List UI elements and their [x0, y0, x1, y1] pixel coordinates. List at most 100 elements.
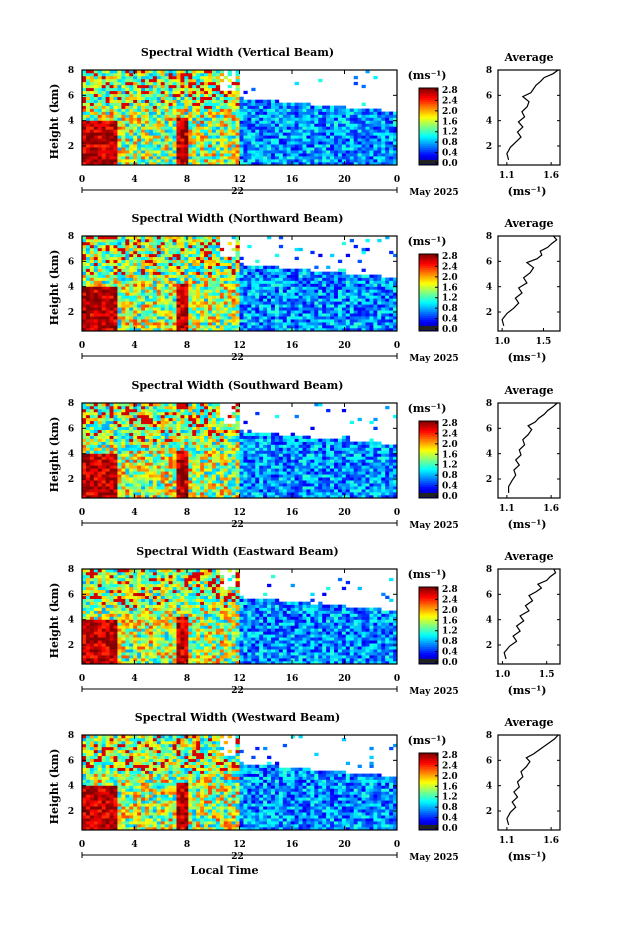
- heatmap-cell: [294, 313, 299, 317]
- heatmap-cell: [334, 292, 339, 296]
- heatmap-cell: [219, 256, 225, 261]
- heatmap-cell: [326, 132, 331, 136]
- heatmap-cell: [255, 289, 260, 293]
- heatmap-cell: [337, 111, 343, 115]
- heatmap-cell: [101, 459, 106, 463]
- heatmap-cell: [211, 150, 217, 154]
- heatmap-cell: [152, 96, 158, 100]
- heatmap-cell: [215, 265, 221, 269]
- heatmap-cell: [200, 93, 205, 98]
- heatmap-cell: [251, 144, 256, 148]
- heatmap-cell: [145, 468, 150, 472]
- heatmap-cell: [345, 280, 351, 284]
- heatmap-cell: [152, 111, 158, 115]
- heatmap-cell: [211, 96, 217, 100]
- heatmap-cell: [133, 120, 138, 124]
- heatmap-cell: [211, 274, 217, 278]
- heatmap-cell: [172, 78, 177, 83]
- heatmap-cell: [89, 459, 95, 463]
- heatmap-cell: [105, 132, 110, 136]
- heatmap-cell: [334, 138, 339, 142]
- heatmap-cell: [247, 292, 252, 296]
- heatmap-cell: [381, 138, 386, 142]
- heatmap-cell: [109, 295, 114, 299]
- heatmap-cell: [247, 286, 252, 290]
- heatmap-cell: [105, 495, 110, 499]
- heatmap-cell: [105, 265, 110, 269]
- heatmap-cell: [274, 310, 280, 314]
- heatmap-cell: [121, 480, 126, 484]
- heatmap-cell: [184, 111, 189, 115]
- heatmap-cell: [337, 286, 343, 290]
- heatmap-cell: [369, 310, 374, 314]
- heatmap-cell: [109, 247, 114, 252]
- heatmap-cell: [176, 322, 181, 326]
- heatmap-cell: [223, 117, 228, 121]
- heatmap-cell: [369, 150, 374, 154]
- heatmap-cell: [133, 489, 138, 493]
- heatmap-cell: [377, 274, 382, 278]
- heatmap-cell: [227, 268, 232, 272]
- heatmap-cell: [101, 289, 106, 293]
- heatmap-cell: [176, 129, 181, 133]
- heatmap-cell: [145, 147, 150, 151]
- heatmap-cell: [125, 120, 130, 124]
- heatmap-cell: [204, 132, 209, 136]
- heatmap-cell: [211, 301, 217, 305]
- heatmap-cell: [133, 426, 138, 431]
- heatmap-cell: [137, 492, 142, 496]
- heatmap-cell: [105, 256, 110, 261]
- heatmap-cell: [326, 111, 331, 115]
- heatmap-cell: [231, 90, 236, 95]
- heatmap-cell: [215, 159, 221, 163]
- heatmap-cell: [97, 84, 102, 89]
- heatmap-cell: [267, 325, 272, 329]
- heatmap-cell: [231, 141, 236, 145]
- heatmap-cell: [298, 108, 303, 112]
- heatmap-cell: [160, 316, 165, 320]
- heatmap-cell: [255, 280, 260, 284]
- heatmap-cell: [113, 468, 118, 472]
- heatmap-cell: [267, 286, 272, 290]
- heatmap-cell: [172, 301, 177, 305]
- heatmap-cell: [117, 319, 122, 323]
- heatmap-cell: [204, 268, 209, 272]
- heatmap-cell: [121, 483, 126, 487]
- heatmap-cell: [353, 301, 358, 305]
- heatmap-cell: [172, 120, 177, 124]
- heatmap-cell: [164, 283, 169, 287]
- heatmap-cell: [215, 132, 221, 136]
- heatmap-cell: [314, 319, 319, 323]
- heatmap-cell: [369, 111, 374, 115]
- heatmap-cell: [117, 238, 122, 243]
- heatmap-cell: [294, 81, 299, 86]
- heatmap-cell: [353, 310, 358, 314]
- heatmap-cell: [200, 328, 205, 332]
- heatmap-cell: [101, 486, 106, 490]
- heatmap-cell: [200, 78, 205, 83]
- heatmap-cell: [172, 102, 177, 106]
- heatmap-cell: [101, 447, 106, 451]
- heatmap-cell: [302, 111, 307, 115]
- heatmap-cell: [188, 322, 193, 326]
- heatmap-cell: [341, 280, 347, 284]
- heatmap-cell: [184, 313, 189, 317]
- heatmap-cell: [271, 316, 276, 320]
- heatmap-cell: [85, 325, 91, 329]
- heatmap-cell: [318, 153, 323, 157]
- heatmap-cell: [133, 438, 138, 442]
- heatmap-cell: [310, 274, 315, 278]
- heatmap-cell: [235, 70, 240, 74]
- heatmap-cell: [105, 99, 110, 103]
- heatmap-cell: [393, 132, 398, 136]
- heatmap-cell: [274, 295, 280, 299]
- heatmap-cell: [93, 462, 99, 466]
- heatmap-cell: [109, 111, 114, 115]
- heatmap-cell: [318, 307, 323, 311]
- heatmap-cell: [357, 159, 362, 163]
- heatmap-cell: [330, 322, 335, 326]
- heatmap-cell: [160, 123, 165, 127]
- heatmap-cell: [180, 135, 185, 139]
- heatmap-cell: [82, 141, 87, 145]
- heatmap-cell: [148, 292, 154, 296]
